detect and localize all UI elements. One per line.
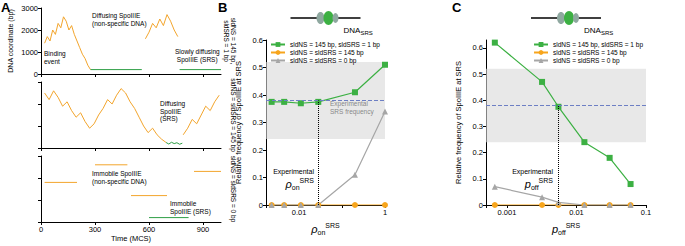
svg-text:sldNS = 145 bp, sldSRS = 1 bp: sldNS = 145 bp, sldSRS = 1 bp [290, 41, 380, 49]
svg-text:300: 300 [89, 225, 102, 234]
svg-text:0.4: 0.4 [253, 91, 263, 100]
svg-text:sldNS = sldSRS = 145 bp: sldNS = sldSRS = 145 bp [229, 78, 237, 152]
svg-text:B: B [218, 0, 227, 15]
svg-text:ρ: ρ [310, 223, 317, 235]
svg-text:600: 600 [143, 225, 156, 234]
svg-text:SRS: SRS [539, 177, 554, 184]
svg-text:(SRS): (SRS) [160, 115, 178, 123]
svg-text:0: 0 [39, 225, 43, 234]
svg-text:sldNS = sldSRS = 0 bp: sldNS = sldSRS = 0 bp [290, 57, 357, 65]
svg-text:Experimental: Experimental [512, 168, 553, 176]
svg-text:(non-specific DNA): (non-specific DNA) [92, 178, 147, 186]
svg-text:0.1: 0.1 [253, 173, 263, 182]
svg-text:C: C [452, 0, 462, 15]
svg-text:p: p [551, 223, 558, 235]
svg-text:2000: 2000 [21, 26, 38, 35]
svg-text:sldNS = 145 bp,: sldNS = 145 bp, [229, 17, 237, 65]
svg-text:0: 0 [259, 201, 263, 210]
svg-text:900: 900 [197, 225, 210, 234]
svg-text:3000: 3000 [21, 4, 38, 13]
svg-text:Diffusing: Diffusing [160, 100, 187, 108]
svg-text:0.2: 0.2 [473, 148, 483, 157]
svg-text:0.01: 0.01 [569, 208, 584, 217]
svg-text:1000: 1000 [21, 48, 38, 57]
svg-text:Slowly diffusing: Slowly diffusing [175, 48, 220, 56]
svg-text:1: 1 [383, 208, 387, 217]
svg-text:p: p [524, 178, 531, 190]
svg-text:sldNS = sldSRS = 0 bp: sldNS = sldSRS = 0 bp [229, 155, 237, 223]
svg-text:0: 0 [479, 201, 483, 210]
svg-text:SRS: SRS [300, 177, 315, 184]
svg-text:0.5: 0.5 [253, 63, 263, 72]
svg-text:Experimental: Experimental [273, 168, 314, 176]
svg-text:DNA coordinate (bp): DNA coordinate (bp) [7, 9, 15, 72]
svg-text:Immobile SpoIIIE: Immobile SpoIIIE [92, 170, 144, 178]
svg-text:sldNS = 145 bp, sldSRS = 1 bp: sldNS = 145 bp, sldSRS = 1 bp [553, 41, 643, 49]
svg-text:0: 0 [34, 70, 38, 79]
svg-text:SpoIIIE (SRS): SpoIIIE (SRS) [170, 208, 211, 216]
svg-text:on: on [292, 184, 300, 191]
svg-text:SRS: SRS [566, 222, 581, 229]
svg-text:0.001: 0.001 [498, 208, 517, 217]
svg-text:off: off [558, 229, 566, 236]
svg-text:0.6: 0.6 [473, 43, 483, 52]
svg-text:DNA: DNA [584, 26, 602, 35]
svg-text:0.1: 0.1 [473, 174, 483, 183]
svg-text:Relative frequency of SpoIIIE: Relative frequency of SpoIIIE at SRS [234, 61, 243, 184]
svg-text:0.01: 0.01 [292, 208, 307, 217]
svg-text:off: off [531, 184, 539, 191]
svg-text:on: on [318, 229, 326, 236]
svg-text:event: event [44, 58, 60, 65]
svg-text:SpoIIIE: SpoIIIE [160, 107, 184, 115]
svg-text:0.1: 0.1 [641, 208, 651, 217]
svg-text:Binding: Binding [44, 50, 68, 58]
svg-text:0.6: 0.6 [253, 36, 263, 45]
svg-text:0.4: 0.4 [473, 96, 483, 105]
svg-text:SRS: SRS [601, 30, 613, 36]
svg-text:Time (MCS): Time (MCS) [111, 234, 152, 243]
svg-text:0.3: 0.3 [253, 118, 263, 127]
svg-text:SRS: SRS [360, 30, 372, 36]
svg-text:0.2: 0.2 [253, 146, 263, 155]
svg-text:sldNS = sldSRS = 145 bp: sldNS = sldSRS = 145 bp [553, 49, 627, 57]
svg-text:Relative frequency of SpoIIIE: Relative frequency of SpoIIIE at SRS [454, 61, 463, 184]
svg-text:sldSRS = 1 bp: sldSRS = 1 bp [222, 20, 230, 62]
svg-text:SpoIIIE (SRS): SpoIIIE (SRS) [175, 56, 218, 64]
svg-text:SRS: SRS [325, 222, 340, 229]
svg-text:ρ: ρ [285, 178, 292, 190]
svg-text:(non-specific DNA): (non-specific DNA) [92, 20, 147, 28]
svg-text:sldNS = sldSRS = 0 bp: sldNS = sldSRS = 0 bp [553, 57, 620, 65]
svg-text:0.5: 0.5 [473, 70, 483, 79]
svg-text:Diffusing SpoIIIE: Diffusing SpoIIIE [92, 12, 143, 20]
svg-text:0.3: 0.3 [473, 122, 483, 131]
svg-text:sldNS = sldSRS = 145 bp: sldNS = sldSRS = 145 bp [290, 49, 364, 57]
svg-text:Immobile: Immobile [170, 200, 198, 207]
svg-text:DNA: DNA [344, 26, 362, 35]
svg-text:A: A [1, 0, 11, 15]
